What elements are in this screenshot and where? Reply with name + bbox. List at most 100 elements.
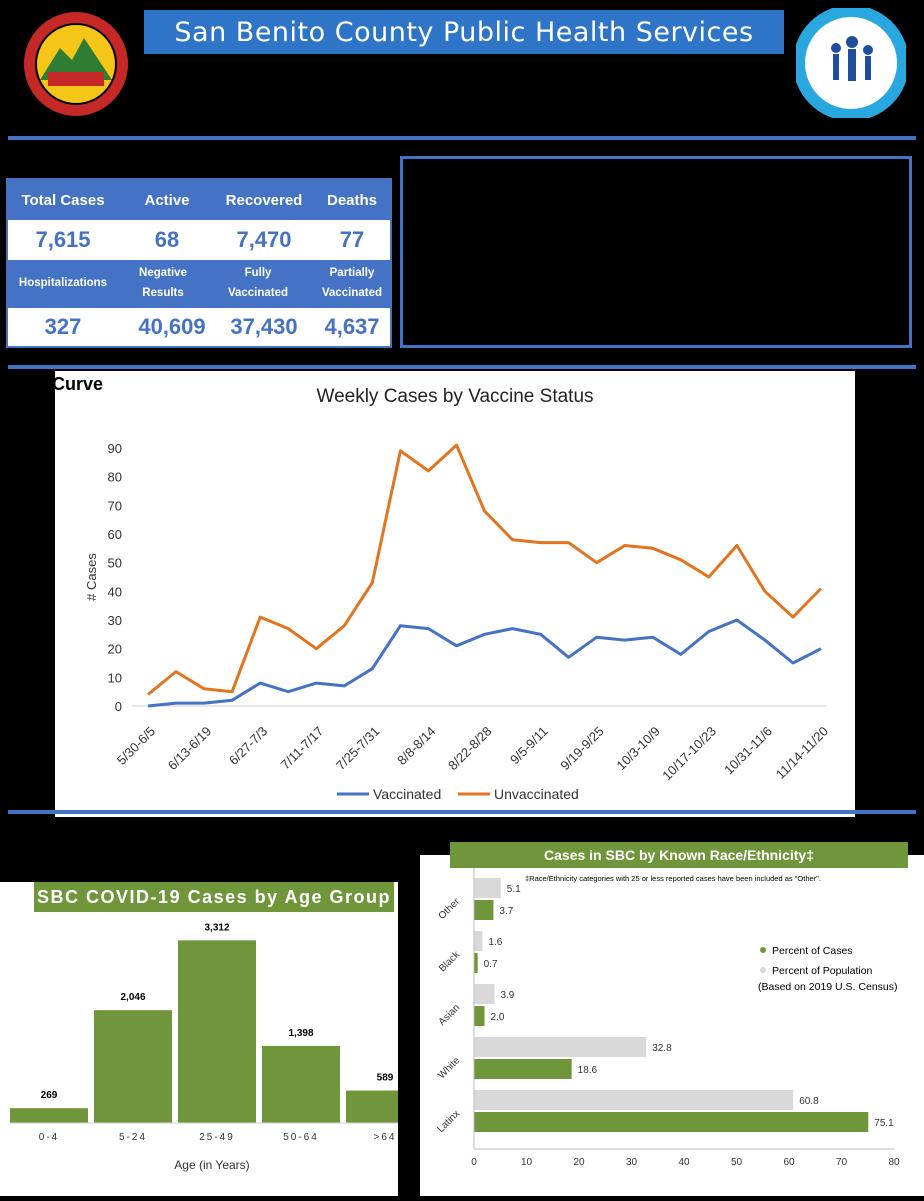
x-tick-label: 10/3-10/9 xyxy=(613,724,662,773)
x-tick-label: 7/25-7/31 xyxy=(333,724,382,773)
y-tick-label: 80 xyxy=(108,470,122,485)
stat-label-total-cases: Total Cases xyxy=(21,191,105,209)
race-bar-cases xyxy=(474,900,494,920)
age-chart-title: SBC COVID-19 Cases by Age Group xyxy=(34,882,394,912)
race-bar-population xyxy=(474,984,495,1004)
y-tick-label: 90 xyxy=(108,441,122,456)
y-tick-label: 30 xyxy=(108,613,122,628)
stat-label-active: Active xyxy=(144,191,190,209)
stats-value-row-2: 327 40,609 37,430 4,637 xyxy=(8,308,390,346)
stat-label-recovered: Recovered xyxy=(225,191,303,209)
stat-value-active: 68 xyxy=(154,227,180,252)
stat-label-partially-vaccinated: Partially Vaccinated xyxy=(321,267,383,299)
stat-label-hospitalizations: Hospitalizations xyxy=(18,277,108,290)
series-line-vaccinated xyxy=(147,618,822,708)
legend-label-percent-of-population: Percent of Population xyxy=(772,965,873,977)
race-x-tick-label: 40 xyxy=(678,1157,690,1168)
y-tick-label: 50 xyxy=(108,556,122,571)
stat-value-deaths: 77 xyxy=(339,227,365,252)
x-tick-label: 6/13-6/19 xyxy=(165,724,214,773)
curve-bottom-divider xyxy=(8,810,916,814)
race-bar-population xyxy=(474,1090,794,1110)
race-x-tick-label: 60 xyxy=(783,1157,795,1168)
x-tick-label: 11/14-11/20 xyxy=(773,724,831,782)
race-category-label: Latinx xyxy=(435,1108,462,1135)
race-category-label: Black xyxy=(437,949,463,975)
age-category-label: 50-64 xyxy=(283,1132,319,1143)
race-bar-cases-label: 75.1 xyxy=(874,1118,894,1129)
legend-marker-percent-of-cases xyxy=(760,947,766,953)
info-box xyxy=(400,156,912,348)
race-bar-population-label: 3.9 xyxy=(500,990,514,1001)
stat-value-partially-vaccinated: 4,637 xyxy=(324,314,380,339)
curve-section-label: . Curve xyxy=(42,374,104,394)
x-tick-label: 8/8-8/14 xyxy=(394,724,438,768)
stats-table: Total Cases Active Recovered Deaths 7,61… xyxy=(6,178,392,348)
stats-header-row-1: Total Cases Active Recovered Deaths xyxy=(8,180,390,220)
race-x-tick-label: 0 xyxy=(471,1157,477,1168)
age-category-label: 5-24 xyxy=(119,1132,147,1143)
stat-value-total-cases: 7,615 xyxy=(35,227,91,252)
age-category-label: 25-49 xyxy=(199,1132,235,1143)
header-divider xyxy=(8,136,916,140)
race-bar-population-label: 60.8 xyxy=(799,1096,819,1107)
age-group-chart: 269 0-4 2,046 5-24 3,312 25-49 1,398 50-64 589 >6… xyxy=(10,922,424,1172)
y-tick-label: 10 xyxy=(108,670,122,685)
stats-header-row-2: Hospitalizations Negative Results Fully … xyxy=(8,260,390,308)
age-category-label: >64 xyxy=(374,1132,397,1143)
legend-label-percent-of-cases: Percent of Cases xyxy=(772,945,853,957)
x-tick-label: 5/30-6/5 xyxy=(114,724,158,768)
race-bar-population xyxy=(474,878,501,898)
stat-label-fully-vaccinated: Fully Vaccinated xyxy=(227,267,289,299)
y-tick-label: 70 xyxy=(108,498,122,513)
y-axis-label: # Cases xyxy=(84,553,99,601)
age-bar-value-label: 3,312 xyxy=(204,922,229,933)
race-x-tick-label: 20 xyxy=(573,1157,585,1168)
age-bar-value-label: 589 xyxy=(377,1073,394,1084)
curve-top-divider xyxy=(8,365,916,369)
race-x-tick-label: 80 xyxy=(888,1157,900,1168)
age-bar xyxy=(10,1108,88,1123)
stat-value-fully-vaccinated: 37,430 xyxy=(230,314,298,339)
stat-label-deaths: Deaths xyxy=(326,191,378,209)
race-category-label: White xyxy=(436,1055,462,1081)
x-tick-label: 10/17-10/23 xyxy=(659,724,719,784)
race-bar-cases-label: 2.0 xyxy=(491,1012,505,1023)
y-tick-label: 20 xyxy=(108,642,122,657)
x-tick-label: 10/31-11/6 xyxy=(721,724,775,778)
race-bar-population xyxy=(474,931,483,951)
page-title: San Benito County Public Health Services xyxy=(144,10,784,54)
age-bar xyxy=(178,940,256,1123)
age-bar-value-label: 1,398 xyxy=(288,1028,313,1039)
race-x-tick-label: 70 xyxy=(836,1157,848,1168)
race-bar-cases-label: 3.7 xyxy=(499,906,513,917)
weekly-cases-chart: Weekly Cases by Vaccine Status 0 10 20 30 40 5… xyxy=(84,386,831,802)
age-x-axis-label: Age (in Years) xyxy=(174,1158,249,1172)
legend-label-unvaccinated: Unvaccinated xyxy=(494,786,579,802)
stat-value-negative-results: 40,609 xyxy=(138,314,206,339)
legend-marker-percent-of-population xyxy=(760,967,766,973)
age-bar-value-label: 2,046 xyxy=(120,992,145,1003)
stats-value-row-1: 7,615 68 7,470 77 xyxy=(8,220,390,260)
race-bar-population-label: 32.8 xyxy=(652,1043,672,1054)
age-category-label: 0-4 xyxy=(39,1132,59,1143)
race-ethnicity-chart: ‡Race/Ethnicity categories with 25 or le… xyxy=(435,865,900,1168)
race-bar-cases-label: 0.7 xyxy=(484,959,498,970)
age-bar xyxy=(346,1090,424,1123)
race-bar-cases xyxy=(474,1059,572,1079)
race-chart-title: Cases in SBC by Known Race/Ethnicity‡ xyxy=(450,842,908,868)
race-bar-cases xyxy=(474,1006,485,1026)
y-tick-label: 40 xyxy=(108,584,122,599)
race-bar-population xyxy=(474,1037,647,1057)
public-health-services-logo xyxy=(796,8,906,118)
legend-label-vaccinated: Vaccinated xyxy=(373,786,441,802)
age-bar xyxy=(94,1010,172,1123)
x-tick-label: 7/11-7/17 xyxy=(278,724,327,773)
age-chart-panel: 269 0-4 2,046 5-24 3,312 25-49 1,398 50-64 589 >6… xyxy=(0,882,424,1196)
y-tick-label: 0 xyxy=(115,699,122,714)
series-line-unvaccinated xyxy=(147,443,823,696)
race-x-tick-label: 30 xyxy=(626,1157,638,1168)
race-bar-cases xyxy=(474,1112,869,1132)
x-tick-label: 6/27-7/3 xyxy=(226,724,270,768)
weekly-cases-chart-panel: Weekly Cases by Vaccine Status 0 10 20 30 40 5… xyxy=(55,371,855,817)
